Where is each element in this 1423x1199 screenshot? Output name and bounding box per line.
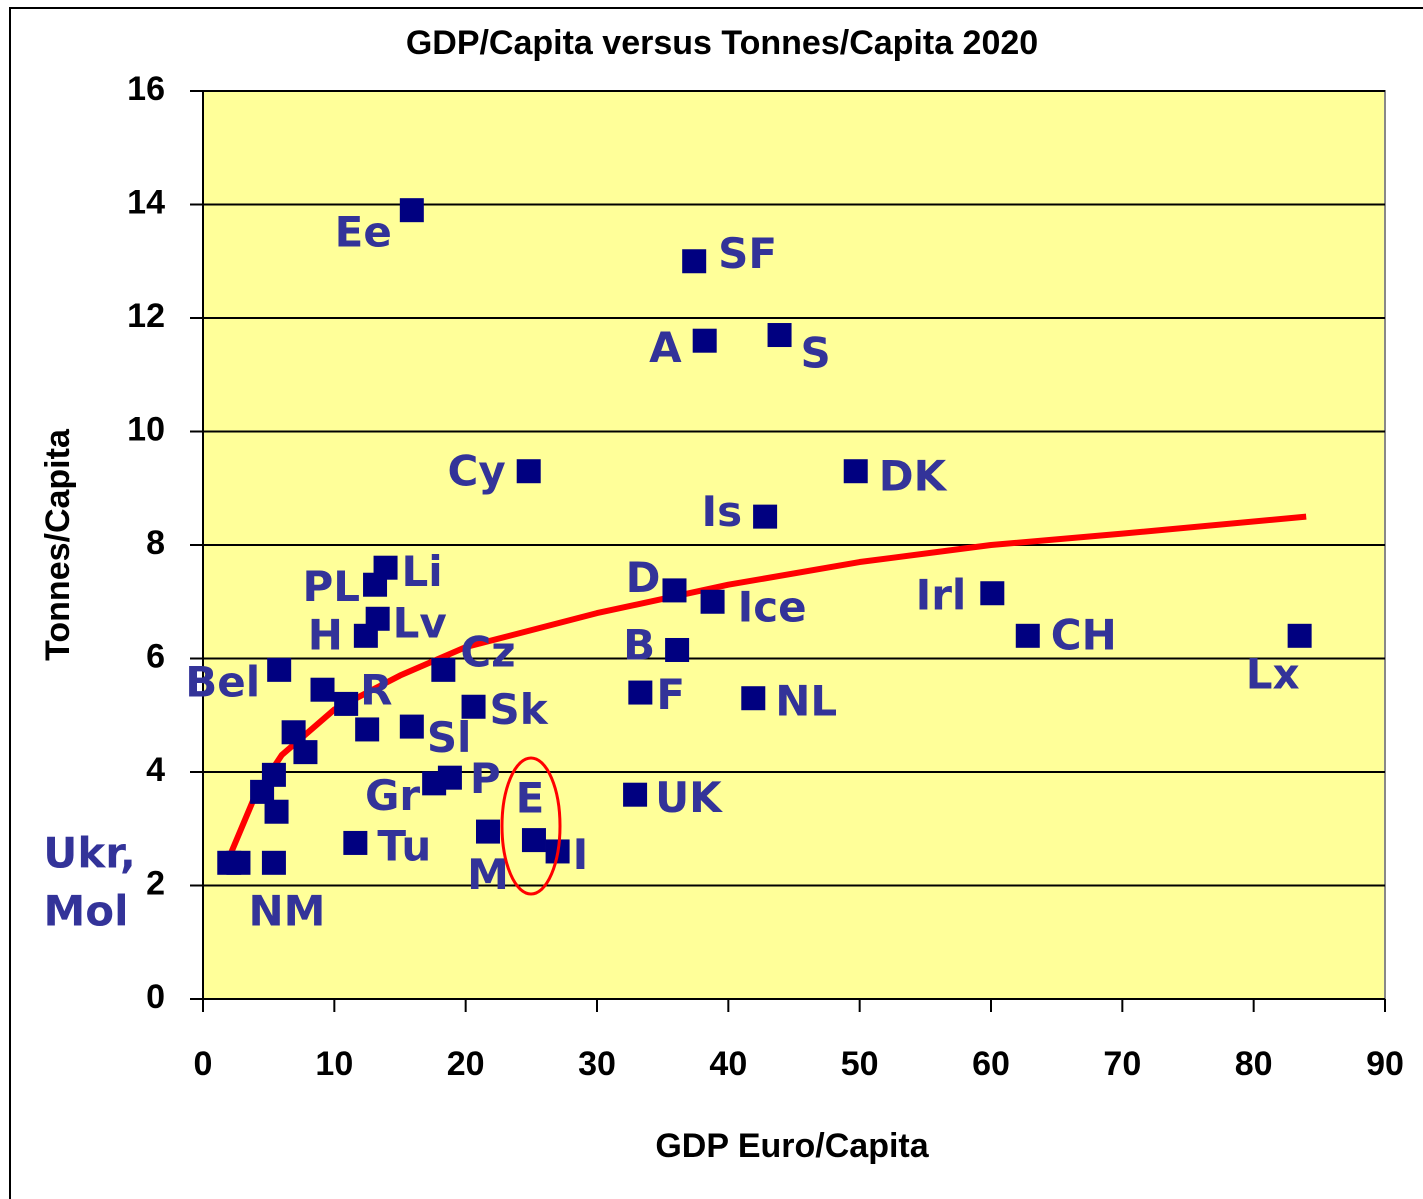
point-label: Ee: [335, 208, 392, 257]
y-tick-label: 2: [146, 864, 165, 902]
point: [261, 850, 286, 875]
point: [628, 680, 653, 705]
point-label: PL: [302, 562, 360, 611]
y-tick-label: 0: [146, 978, 165, 1016]
point: [475, 819, 500, 844]
x-tick-label: 40: [709, 1045, 747, 1083]
point: [334, 691, 359, 716]
x-tick-label: 50: [841, 1045, 879, 1083]
point: [692, 328, 717, 353]
y-tick-label: 16: [127, 70, 165, 108]
point-label: Gr: [365, 771, 420, 820]
highlight-ellipse: [500, 756, 562, 896]
point: [767, 323, 792, 348]
y-tick-label: 10: [127, 410, 165, 448]
point-label: A: [649, 323, 682, 372]
y-tick-label: 12: [127, 297, 165, 335]
x-tick-label: 0: [194, 1045, 213, 1083]
point: [310, 677, 335, 702]
point: [431, 657, 456, 682]
frame: [9, 7, 1423, 1199]
point: [355, 717, 380, 742]
point-label: Sk: [490, 685, 549, 734]
point: [741, 686, 766, 711]
point: [399, 714, 424, 739]
y-axis-label: Tonnes/Capita: [39, 428, 77, 661]
point: [293, 740, 318, 765]
point: [665, 637, 690, 662]
point: [623, 782, 648, 807]
point-label: NM: [248, 886, 325, 935]
point: [399, 198, 424, 223]
point-label: R: [360, 665, 392, 714]
point: [343, 830, 368, 855]
point: [1015, 623, 1040, 648]
chart-title: GDP/Capita versus Tonnes/Capita 2020: [406, 24, 1038, 62]
point-label: F: [656, 670, 685, 719]
point: [521, 828, 546, 853]
y-tick-label: 6: [146, 637, 165, 675]
point: [461, 694, 486, 719]
point: [662, 578, 687, 603]
point-label: M: [467, 850, 509, 899]
point-label: Li: [402, 547, 443, 596]
point-label: NL: [775, 677, 837, 726]
point: [264, 799, 289, 824]
x-tick-label: 80: [1235, 1045, 1273, 1083]
point-label: Irl: [916, 571, 967, 620]
point: [843, 459, 868, 484]
point-label: DK: [879, 452, 948, 501]
point-label: Cy: [448, 447, 506, 496]
x-tick-label: 20: [447, 1045, 485, 1083]
point-label: Bel: [185, 657, 260, 706]
x-tick-label: 60: [972, 1045, 1010, 1083]
point-label: Ice: [738, 582, 807, 631]
point-label: Sl: [427, 713, 472, 762]
point: [363, 572, 388, 597]
point: [682, 249, 707, 274]
point-label: D: [626, 553, 661, 602]
point: [226, 850, 251, 875]
point-label: Is: [701, 487, 742, 536]
x-tick-label: 10: [315, 1045, 353, 1083]
point: [353, 623, 378, 648]
point-label: B: [623, 620, 655, 669]
x-tick-label: 90: [1366, 1045, 1404, 1083]
point-label: Cz: [460, 627, 515, 676]
point-label: UK: [655, 773, 723, 822]
x-tick-label: 70: [1103, 1045, 1141, 1083]
point: [1287, 623, 1312, 648]
point: [700, 589, 725, 614]
point: [267, 657, 292, 682]
point-label: H: [308, 610, 343, 659]
point-label: Lx: [1246, 649, 1300, 698]
point-label: Lv: [393, 598, 447, 647]
x-axis-label: GDP Euro/Capita: [655, 1127, 929, 1165]
y-tick-label: 8: [146, 524, 165, 562]
point-label: CH: [1051, 610, 1117, 659]
point-label: P: [470, 754, 501, 803]
point-label: S: [801, 329, 831, 378]
point-label: Mol: [43, 886, 128, 935]
point: [753, 504, 778, 529]
trend-line: [226, 513, 1307, 859]
point-label: I: [573, 830, 589, 879]
x-tick-label: 30: [578, 1045, 616, 1083]
point-label: SF: [718, 229, 777, 278]
y-tick-label: 14: [127, 183, 165, 221]
point-label: Tu: [377, 821, 431, 870]
plot: 0 2 4 6 8 10 12 14 16 0 10 20 30 40 50 60 70 80 90 Ee SF A S Cy…: [43, 70, 1404, 1083]
y-tick-label: 4: [146, 751, 165, 789]
point: [980, 581, 1005, 606]
point-label: E: [516, 774, 545, 823]
point: [516, 459, 541, 484]
point-label: Ukr,: [43, 828, 136, 877]
point: [422, 771, 447, 796]
